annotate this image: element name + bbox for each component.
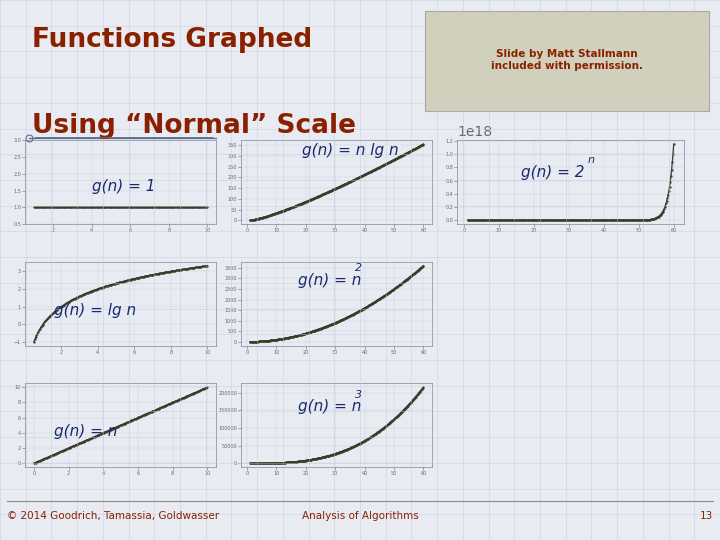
Text: 3: 3 xyxy=(356,390,362,400)
Text: g(n) = 2: g(n) = 2 xyxy=(521,165,584,180)
Text: 2: 2 xyxy=(356,264,362,273)
Text: g(n) = n: g(n) = n xyxy=(299,273,362,288)
FancyBboxPatch shape xyxy=(425,11,709,111)
Text: Analysis of Algorithms: Analysis of Algorithms xyxy=(302,511,418,521)
Text: © 2014 Goodrich, Tamassia, Goldwasser: © 2014 Goodrich, Tamassia, Goldwasser xyxy=(7,511,220,521)
Text: g(n) = n lg n: g(n) = n lg n xyxy=(302,143,399,158)
Text: n: n xyxy=(588,156,595,165)
Text: Functions Graphed: Functions Graphed xyxy=(32,27,312,53)
Text: g(n) = 1: g(n) = 1 xyxy=(92,179,156,194)
Text: g(n) = n: g(n) = n xyxy=(54,424,117,440)
Text: Using “Normal” Scale: Using “Normal” Scale xyxy=(32,113,356,139)
Text: Slide by Matt Stallmann
included with permission.: Slide by Matt Stallmann included with pe… xyxy=(490,49,643,71)
Text: g(n) = n: g(n) = n xyxy=(299,400,362,414)
Text: g(n) = lg n: g(n) = lg n xyxy=(54,303,136,318)
Text: 13: 13 xyxy=(700,511,713,521)
